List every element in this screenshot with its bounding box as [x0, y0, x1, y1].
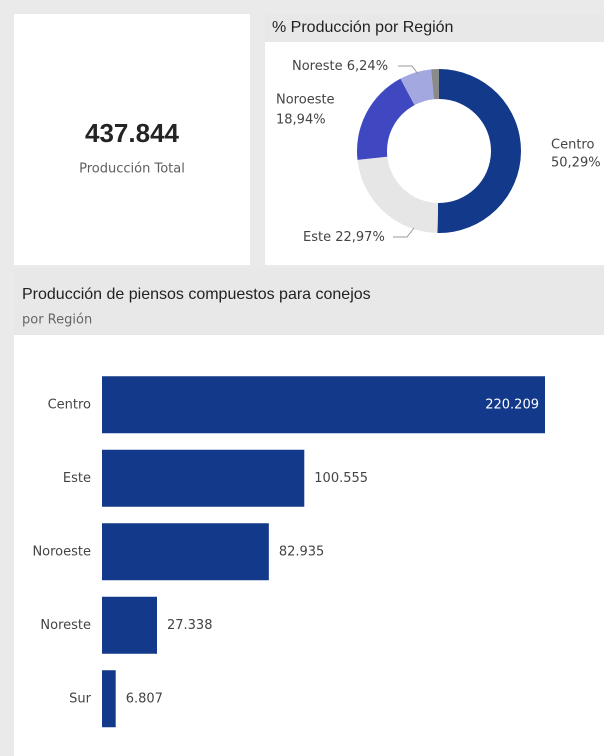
bar-header — [14, 268, 604, 335]
slice-value-label: 18,94% — [276, 113, 326, 128]
card-panel — [14, 14, 250, 265]
slice-label: Noreste 6,24% — [292, 59, 388, 74]
bar-title: Producción de piensos compuestos para co… — [22, 286, 371, 303]
y-tick-label: Este — [63, 471, 91, 486]
data-label: 82.935 — [279, 544, 325, 559]
bar-chart: Centro 220.209 Este 100.555 Noroeste 82.935 No… — [32, 376, 545, 728]
slice-label: Centro — [551, 138, 594, 153]
bar — [102, 670, 116, 728]
bar — [102, 376, 545, 434]
card-label: Producción Total — [79, 162, 185, 177]
slice-label: Noroeste — [276, 93, 335, 108]
leader-line — [393, 227, 415, 238]
data-label: 100.555 — [314, 471, 368, 486]
bar — [102, 596, 157, 654]
slice-value-label: 22,97% — [335, 230, 385, 245]
donut-slice — [357, 78, 415, 160]
donut-slice — [437, 69, 521, 234]
slice-value-label: 50,29% — [551, 156, 601, 171]
leader-line — [398, 65, 419, 75]
y-tick-label: Sur — [69, 691, 91, 706]
donut-title: % Producción por Región — [272, 19, 453, 36]
donut-slice — [431, 69, 439, 100]
slice-value-label: 6,24% — [347, 59, 388, 74]
y-tick-label: Noroeste — [32, 544, 91, 559]
data-label: 6.807 — [126, 691, 163, 706]
donut-slice — [357, 156, 439, 233]
bar — [102, 523, 269, 581]
data-label: 220.209 — [485, 397, 539, 412]
card-value: 437.844 — [85, 118, 180, 148]
bar-subtitle: por Región — [22, 313, 92, 328]
y-tick-label: Noreste — [40, 618, 91, 633]
donut-header — [265, 14, 604, 42]
bar — [102, 449, 305, 507]
slice-label: Este 22,97% — [303, 230, 385, 245]
donut-slice — [400, 69, 434, 106]
y-tick-label: Centro — [48, 397, 91, 412]
slice-category: Este — [303, 230, 331, 245]
data-label: 27.338 — [167, 618, 213, 633]
slice-category: Noreste — [292, 59, 343, 74]
donut: Centro 50,29% Este 22,97% Noroeste 18,94% Nor… — [276, 59, 601, 245]
